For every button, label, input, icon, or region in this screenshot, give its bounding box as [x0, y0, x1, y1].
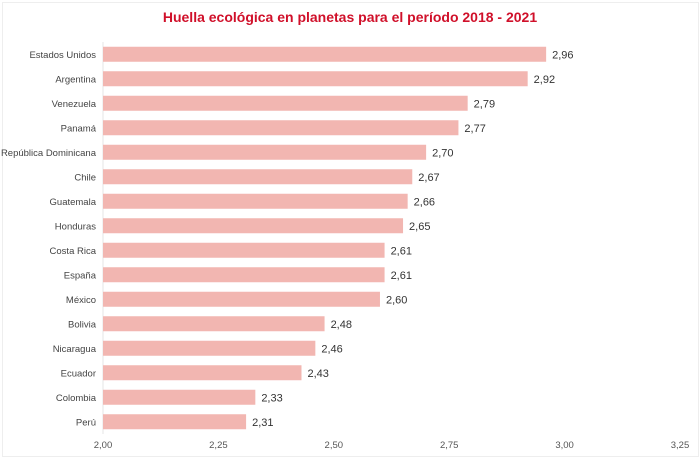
x-tick-label: 2,00	[94, 440, 113, 451]
bar	[103, 120, 459, 136]
value-label: 2,33	[261, 392, 282, 404]
x-tick-label: 2,75	[440, 440, 459, 451]
value-label: 2,65	[409, 221, 430, 233]
value-label: 2,92	[534, 74, 555, 86]
category-label: Guatemala	[50, 197, 97, 208]
category-label: España	[64, 270, 97, 281]
category-label: Perú	[76, 417, 96, 428]
bar	[103, 291, 380, 307]
category-label: Ecuador	[61, 368, 96, 379]
value-label: 2,46	[321, 343, 342, 355]
value-label: 2,77	[464, 123, 485, 135]
category-label: República Dominicana	[1, 148, 97, 159]
category-label: Honduras	[55, 221, 96, 232]
category-label: Estados Unidos	[29, 50, 96, 61]
bar	[103, 316, 325, 332]
value-label: 2,61	[391, 245, 412, 257]
bar	[103, 71, 528, 87]
category-label: México	[66, 295, 96, 306]
category-label: Colombia	[56, 393, 97, 404]
value-label: 2,60	[386, 294, 407, 306]
chart-title: Huella ecológica en planetas para el per…	[162, 9, 538, 25]
value-label: 2,66	[414, 196, 435, 208]
category-label: Panamá	[61, 123, 97, 134]
value-label: 2,43	[307, 368, 328, 380]
category-label: Chile	[74, 172, 96, 183]
bar	[103, 46, 547, 62]
x-tick-label: 2,25	[209, 440, 228, 451]
category-label: Venezuela	[52, 99, 97, 110]
bar	[103, 144, 427, 160]
category-label: Argentina	[55, 74, 96, 85]
value-label: 2,48	[331, 319, 352, 331]
bar	[103, 95, 468, 111]
category-label: Bolivia	[68, 319, 97, 330]
bar	[103, 340, 316, 356]
x-tick-label: 2,50	[325, 440, 344, 451]
value-label: 2,67	[418, 172, 439, 184]
category-label: Nicaragua	[53, 344, 97, 355]
bar	[103, 193, 408, 209]
category-label: Costa Rica	[50, 246, 97, 257]
x-tick-label: 3,00	[555, 440, 574, 451]
bar	[103, 267, 385, 283]
bar	[103, 169, 413, 185]
bar	[103, 218, 404, 234]
value-label: 2,61	[391, 270, 412, 282]
value-label: 2,79	[474, 98, 495, 110]
bar	[103, 389, 256, 405]
value-label: 2,70	[432, 147, 453, 159]
value-label: 2,96	[552, 49, 573, 61]
bar	[103, 414, 247, 430]
bar	[103, 242, 385, 258]
value-label: 2,31	[252, 417, 273, 429]
x-tick-label: 3,25	[671, 440, 690, 451]
bar	[103, 365, 302, 381]
